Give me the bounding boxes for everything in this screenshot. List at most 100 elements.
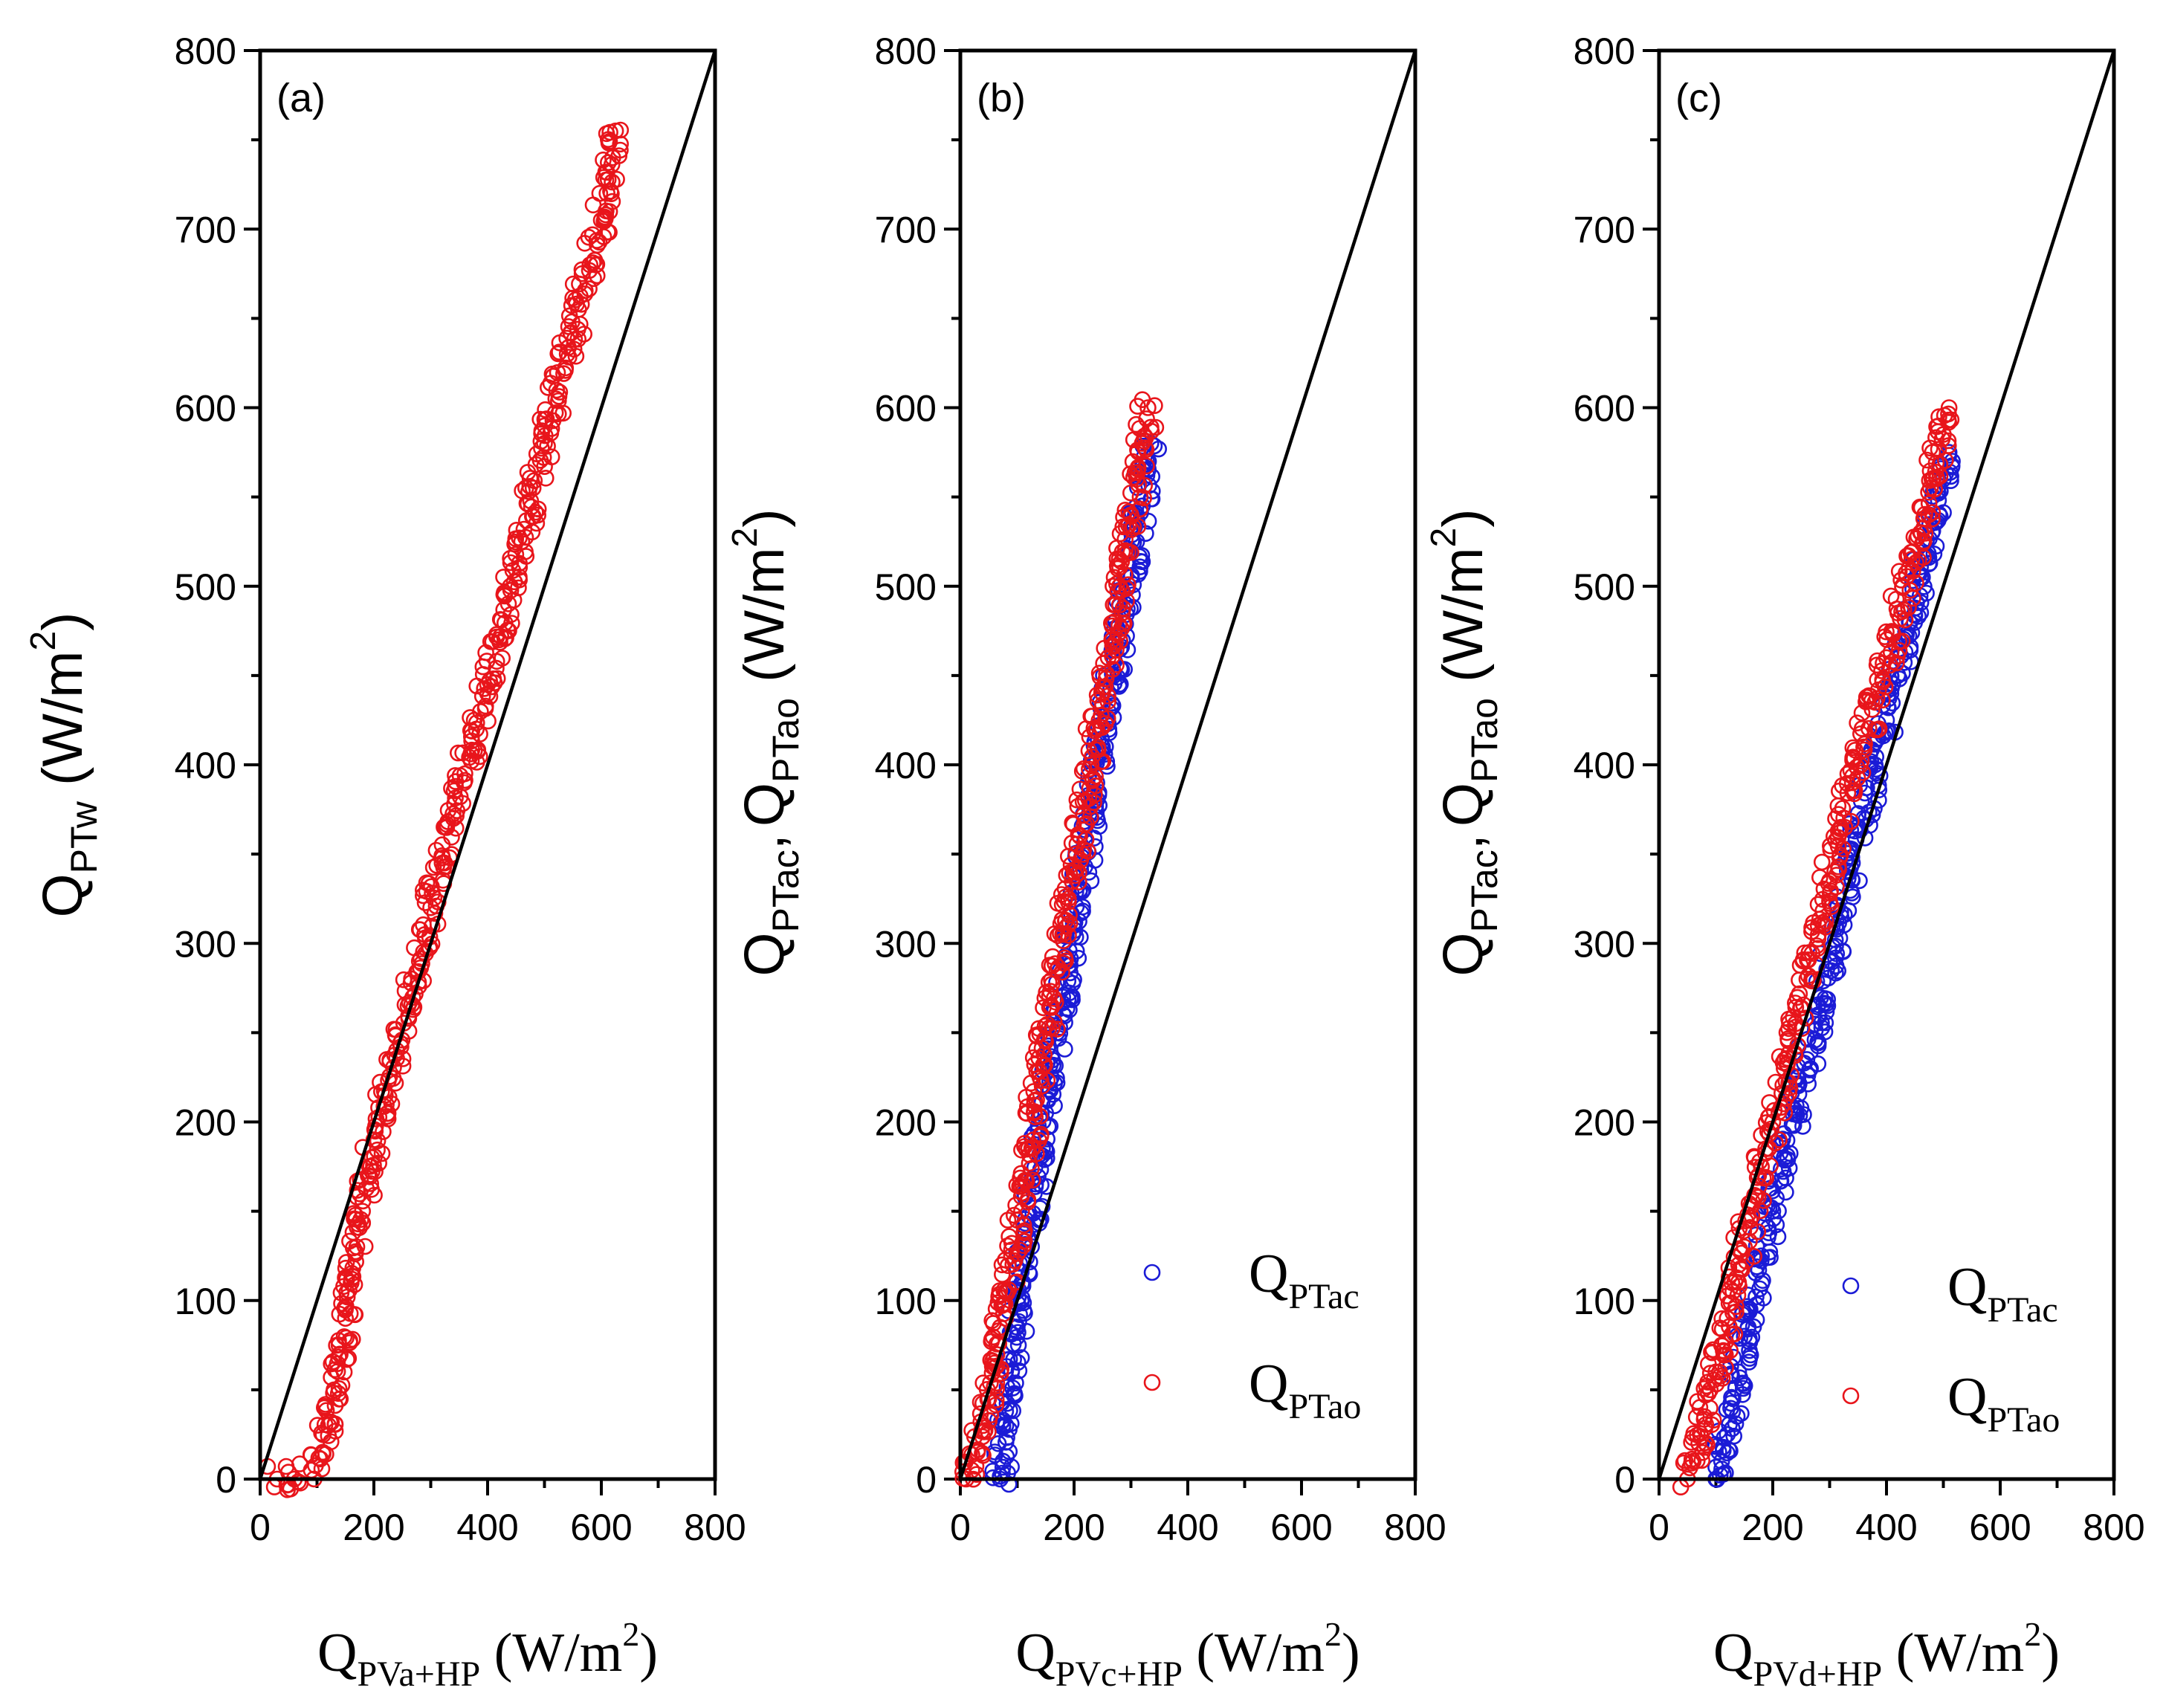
x-tick-label: 600 bbox=[1969, 1507, 2031, 1548]
data-point bbox=[1011, 1241, 1029, 1259]
data-point bbox=[1009, 1336, 1027, 1354]
reference-line bbox=[258, 50, 717, 1480]
data-point bbox=[471, 725, 488, 743]
data-point bbox=[1779, 1032, 1797, 1049]
data-point bbox=[1675, 1454, 1692, 1472]
x-tick-label: 800 bbox=[1384, 1507, 1446, 1548]
data-point bbox=[424, 884, 441, 902]
x-axis-label: QPVa+HP (W/m2) bbox=[317, 1615, 658, 1694]
series-0 bbox=[259, 121, 630, 1498]
data-point bbox=[999, 1257, 1017, 1275]
data-point bbox=[317, 1402, 335, 1419]
legend-label: QPTao bbox=[1947, 1367, 2060, 1440]
data-point bbox=[289, 1473, 307, 1490]
x-tick-label: 400 bbox=[1157, 1507, 1218, 1548]
data-point bbox=[410, 921, 428, 938]
data-point bbox=[1036, 1018, 1054, 1035]
data-point bbox=[1009, 1353, 1026, 1371]
data-point bbox=[1723, 1388, 1740, 1406]
data-point bbox=[1736, 1377, 1753, 1394]
reference-line bbox=[958, 50, 1417, 1480]
data-point bbox=[1049, 927, 1067, 945]
y-tick-label: 800 bbox=[1574, 30, 1635, 72]
data-point bbox=[468, 714, 485, 731]
data-point bbox=[1834, 942, 1852, 960]
data-point bbox=[1136, 427, 1154, 444]
data-point bbox=[1860, 719, 1878, 737]
data-point bbox=[1815, 880, 1833, 898]
data-point bbox=[989, 1435, 1007, 1452]
data-point bbox=[1936, 407, 1953, 424]
data-point bbox=[1920, 495, 1938, 512]
data-point bbox=[1713, 1337, 1731, 1354]
y-tick-label: 700 bbox=[875, 209, 937, 250]
data-point bbox=[1129, 441, 1146, 459]
data-point bbox=[1150, 440, 1167, 458]
data-point bbox=[551, 343, 568, 361]
data-point bbox=[1043, 957, 1061, 974]
data-point bbox=[601, 123, 618, 141]
y-tick-label: 800 bbox=[875, 30, 937, 72]
data-point bbox=[1081, 728, 1099, 745]
y-tick-label: 700 bbox=[1574, 209, 1635, 250]
data-point bbox=[1105, 569, 1123, 586]
data-point bbox=[488, 628, 505, 646]
data-point bbox=[1909, 527, 1927, 545]
data-point bbox=[1094, 753, 1112, 770]
data-point bbox=[1074, 793, 1092, 810]
y-tick-label: 400 bbox=[1574, 745, 1635, 786]
y-tick-label: 300 bbox=[175, 923, 236, 965]
data-point bbox=[1080, 742, 1098, 760]
data-point bbox=[1846, 785, 1863, 803]
x-tick-label: 200 bbox=[1742, 1507, 1803, 1548]
data-point bbox=[1123, 521, 1140, 538]
legend-marker bbox=[1143, 1374, 1161, 1391]
x-tick-label: 400 bbox=[456, 1507, 518, 1548]
x-tick-label: 200 bbox=[343, 1507, 404, 1548]
data-point bbox=[1780, 1020, 1797, 1038]
data-point bbox=[536, 417, 554, 435]
y-tick-label: 500 bbox=[175, 566, 236, 608]
data-point bbox=[1722, 1400, 1739, 1417]
data-point bbox=[456, 771, 473, 789]
y-tick-label: 700 bbox=[175, 209, 236, 250]
data-point bbox=[1900, 598, 1917, 616]
data-point bbox=[581, 280, 598, 297]
data-point bbox=[549, 363, 566, 381]
data-point bbox=[510, 579, 527, 597]
data-point bbox=[488, 653, 505, 670]
legend-label: QPTao bbox=[1249, 1353, 1361, 1426]
data-point bbox=[1115, 508, 1132, 526]
data-point bbox=[1925, 545, 1943, 563]
data-point bbox=[369, 1132, 387, 1150]
data-point bbox=[1090, 741, 1107, 759]
data-point bbox=[1120, 503, 1137, 520]
data-point bbox=[1064, 988, 1081, 1006]
data-point bbox=[1137, 441, 1155, 459]
data-point bbox=[1813, 853, 1831, 871]
data-point bbox=[1131, 488, 1149, 505]
data-point bbox=[1830, 858, 1847, 876]
data-point bbox=[1048, 1070, 1065, 1087]
data-point bbox=[1760, 1139, 1777, 1157]
data-point bbox=[1040, 974, 1058, 991]
data-point bbox=[1852, 725, 1869, 743]
data-point bbox=[335, 1278, 352, 1295]
chart-panel-2: 0 200 400 600 800 0 100 200 300 400 500 600 700 800 (b… bbox=[725, 30, 1446, 1694]
legend-marker bbox=[1143, 1264, 1161, 1281]
data-point bbox=[1874, 691, 1891, 709]
y-tick-label: 600 bbox=[175, 388, 236, 430]
data-point bbox=[1735, 1222, 1753, 1240]
x-tick-label: 0 bbox=[1649, 1507, 1669, 1548]
data-point bbox=[1006, 1206, 1023, 1224]
data-point bbox=[527, 456, 545, 473]
data-point bbox=[563, 313, 581, 331]
data-point bbox=[1015, 1232, 1033, 1249]
series-0 bbox=[984, 435, 1167, 1493]
data-point bbox=[370, 1099, 387, 1116]
data-point bbox=[991, 1282, 1009, 1299]
data-point bbox=[1835, 809, 1852, 826]
data-point bbox=[356, 1238, 374, 1255]
x-tick-label: 400 bbox=[1855, 1507, 1917, 1548]
plot-frame bbox=[258, 48, 717, 1481]
